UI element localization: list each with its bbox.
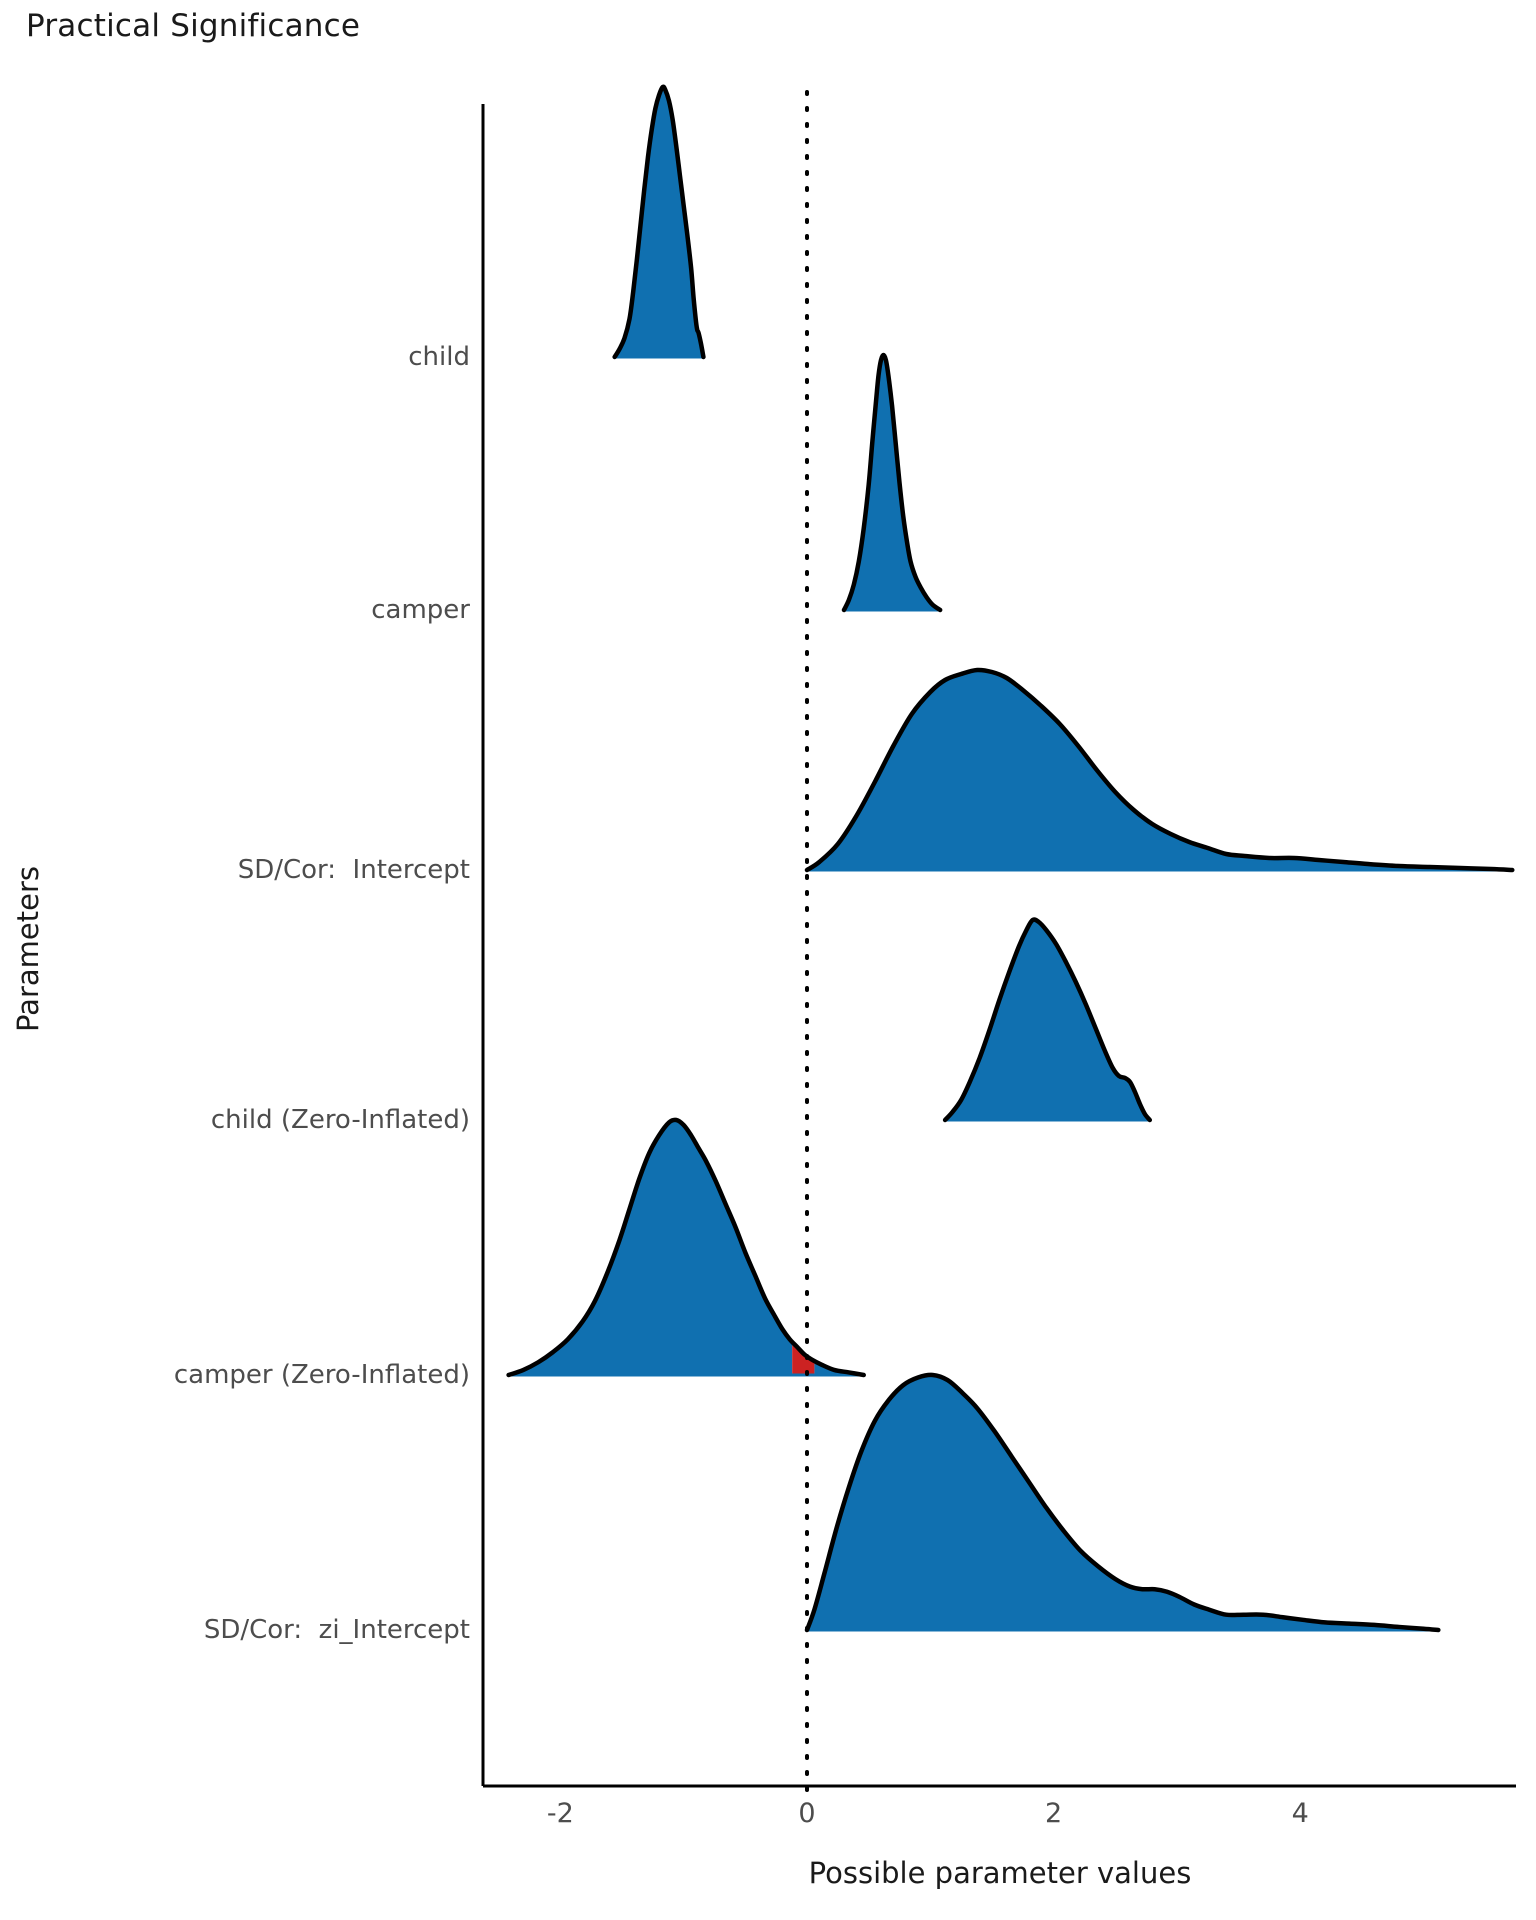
- density-ridge: [804, 667, 1515, 873]
- density-outline: [612, 84, 706, 360]
- density-ridge: [612, 84, 706, 360]
- density-ridge: [942, 917, 1153, 1123]
- density-outline: [804, 667, 1515, 873]
- y-tick-label: SD/Cor: zi_Intercept: [203, 1615, 470, 1645]
- y-tick-label: camper: [371, 595, 470, 625]
- density-ridge: [804, 1372, 1441, 1633]
- density-outline: [804, 1372, 1441, 1633]
- density-fill-significant: [807, 1374, 1439, 1630]
- density-ridge: [506, 1117, 866, 1378]
- y-tick-label: child: [408, 342, 470, 372]
- x-tick-label: 0: [798, 1798, 816, 1829]
- density-outline: [841, 352, 943, 613]
- y-tick-label: camper (Zero-Inflated): [173, 1360, 470, 1390]
- x-tick-label: -2: [546, 1798, 574, 1829]
- y-tick-label: child (Zero-Inflated): [210, 1105, 470, 1135]
- x-axis-title: Possible parameter values: [808, 1856, 1192, 1890]
- x-tick-label: 4: [1291, 1798, 1309, 1829]
- density-fill-significant: [945, 919, 1150, 1120]
- density-fill-significant: [843, 355, 941, 610]
- density-ridges-layer: [506, 84, 1515, 1633]
- density-outline: [506, 1117, 866, 1378]
- density-fill-significant: [614, 86, 704, 358]
- density-outline: [942, 917, 1153, 1123]
- y-tick-label: SD/Cor: Intercept: [237, 855, 470, 885]
- page-title: Practical Significance: [26, 8, 361, 44]
- density-ridge: [841, 352, 943, 613]
- density-fill-significant: [807, 669, 1513, 870]
- density-fill-significant: [508, 1119, 864, 1375]
- x-tick-label: 2: [1045, 1798, 1063, 1829]
